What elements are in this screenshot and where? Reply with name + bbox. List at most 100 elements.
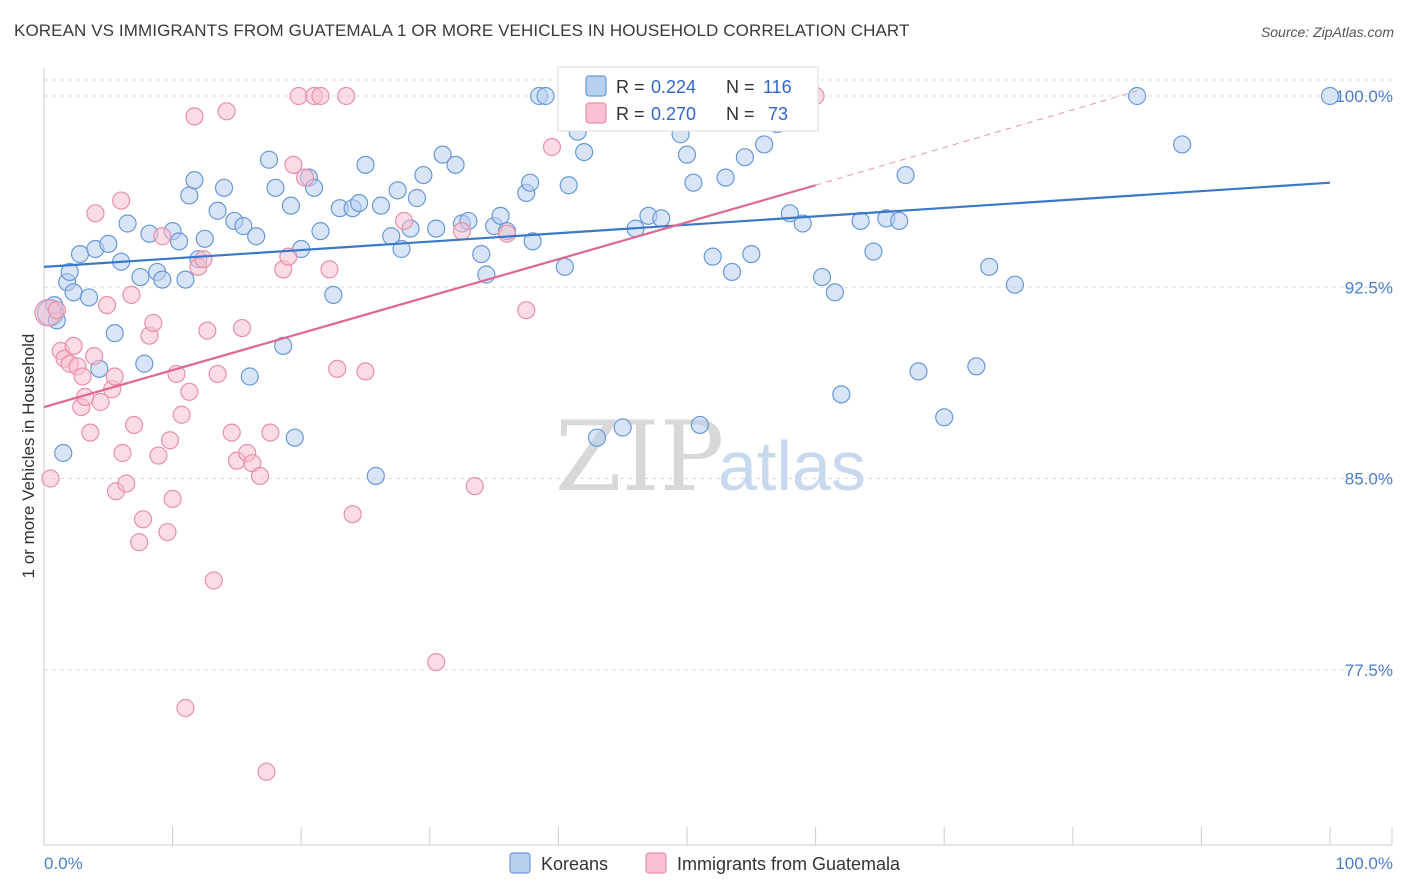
korean-point <box>1173 135 1192 154</box>
guatemala-point <box>158 522 177 542</box>
guatemala-point <box>41 469 60 488</box>
guatemala-point <box>217 102 236 121</box>
guatemala-point <box>97 296 117 315</box>
legend-n-value-korean: 116 <box>763 77 792 97</box>
guatemala-point <box>124 415 144 435</box>
guatemala-point <box>328 359 347 378</box>
korean-point <box>266 178 285 197</box>
korean-point <box>234 216 253 236</box>
y-tick-label: 92.5% <box>1345 278 1393 297</box>
korean-point <box>324 285 343 304</box>
korean-point <box>446 155 465 174</box>
korean-point <box>79 288 99 307</box>
guatemala-point <box>257 762 276 781</box>
guatemala-point <box>180 382 199 401</box>
guatemala-point <box>356 362 375 381</box>
korean-point <box>652 209 671 228</box>
y-tick-label: 77.5% <box>1345 661 1393 680</box>
korean-point <box>864 242 883 261</box>
guatemala-point <box>64 336 83 355</box>
guatemala-point <box>153 227 172 246</box>
guatemala-point <box>289 86 308 106</box>
bottom-legend-swatch-guatemala <box>645 852 667 874</box>
korean-point <box>935 408 954 427</box>
korean-point <box>742 245 761 264</box>
korean-point <box>311 222 330 241</box>
watermark-atlas: atlas <box>718 427 866 505</box>
guatemala-point <box>295 168 315 187</box>
korean-point <box>587 428 607 447</box>
guatemala-point <box>160 431 180 450</box>
guatemala-point <box>261 423 280 442</box>
guatemala-point <box>497 224 517 243</box>
guatemala-point <box>284 155 303 174</box>
korean-point <box>414 165 433 185</box>
x-tick-label: 100.0% <box>1335 854 1393 873</box>
korean-point <box>716 168 735 187</box>
korean-point <box>812 267 832 287</box>
guatemala-trend-line <box>43 184 816 409</box>
guatemala-point <box>172 405 191 424</box>
legend-box: R = 0.224 N = 116 R = 0.270 N = 73 <box>557 66 819 132</box>
korean-point <box>131 267 150 287</box>
korean-point <box>169 232 189 251</box>
y-tick-label: 100.0% <box>1335 87 1393 106</box>
korean-point <box>832 385 851 404</box>
korean-trend-line <box>43 181 1331 268</box>
legend-r-label-guatemala: R = <box>616 104 645 124</box>
y-axis-label: 1 or more Vehicles in Household <box>19 334 38 579</box>
korean-point <box>407 188 427 208</box>
bottom-legend-guatemala: Immigrants from Guatemala <box>677 854 901 874</box>
guatemala-point <box>194 250 213 269</box>
guatemala-point <box>394 211 414 231</box>
guatemala-trend-extension <box>815 90 1138 186</box>
guatemala-point <box>198 321 217 340</box>
axes <box>43 68 1393 846</box>
guatemala-point <box>279 247 298 266</box>
guatemala-point <box>130 533 149 552</box>
korean-point <box>967 357 986 376</box>
legend-n-label-korean: N = <box>726 77 755 97</box>
korean-point <box>427 219 446 238</box>
korean-point <box>371 196 391 215</box>
korean-point <box>896 165 915 185</box>
korean-point <box>388 181 407 200</box>
korean-point <box>825 283 844 302</box>
tick-labels: 77.5% 85.0% 92.5% 100.0% 0.0% 100.0% <box>44 87 1393 873</box>
source-label: Source: ZipAtlas.com <box>1260 24 1394 40</box>
korean-point <box>690 415 709 435</box>
guatemala-point <box>47 301 66 320</box>
korean-point <box>240 367 259 386</box>
guatemala-point <box>337 86 356 106</box>
korean-point <box>70 245 90 264</box>
korean-point <box>259 150 279 169</box>
guatemala-point <box>176 698 195 718</box>
bottom-legend-korean: Koreans <box>541 854 608 874</box>
guatemala-point <box>122 285 141 304</box>
guatemala-point <box>232 318 252 338</box>
korean-point <box>356 155 375 174</box>
korean-point <box>472 245 491 264</box>
guatemala-point <box>185 107 204 126</box>
legend-n-label-guatemala: N = <box>726 104 755 124</box>
korean-point <box>703 247 722 266</box>
guatemala-point <box>91 392 110 412</box>
korean-point <box>176 270 195 289</box>
korean-point <box>755 135 774 154</box>
korean-point <box>135 354 154 373</box>
korean-point <box>909 362 928 381</box>
guatemala-point <box>427 652 446 672</box>
korean-point <box>349 194 369 213</box>
korean-point <box>523 232 542 251</box>
legend-r-value-korean: 0.224 <box>651 77 696 97</box>
guatemala-point <box>465 477 484 496</box>
legend-n-value-guatemala: 73 <box>763 104 788 124</box>
korean-point <box>153 270 172 289</box>
korean-point <box>64 283 83 302</box>
korean-point <box>99 234 118 253</box>
legend-swatch-korean <box>585 75 607 97</box>
korean-point <box>722 262 742 282</box>
guatemala-point <box>517 301 536 320</box>
watermark: ZIP atlas <box>555 401 866 513</box>
bottom-legend-swatch-korean <box>509 852 531 874</box>
